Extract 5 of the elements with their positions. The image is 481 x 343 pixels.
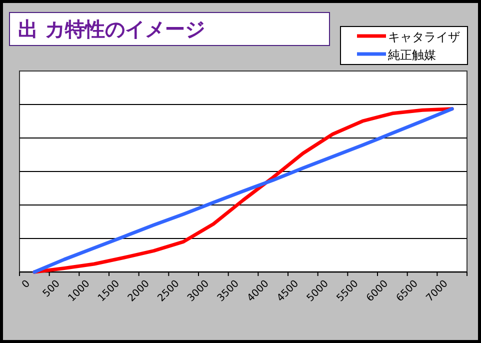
x-tick-label: 0 bbox=[20, 278, 33, 291]
legend-label: 純正触媒 bbox=[388, 48, 436, 62]
chart-title: 出 カ特性のイメージ bbox=[18, 17, 205, 41]
x-tick-label: 500 bbox=[41, 278, 62, 300]
legend-label: キャタライザ bbox=[388, 30, 460, 44]
